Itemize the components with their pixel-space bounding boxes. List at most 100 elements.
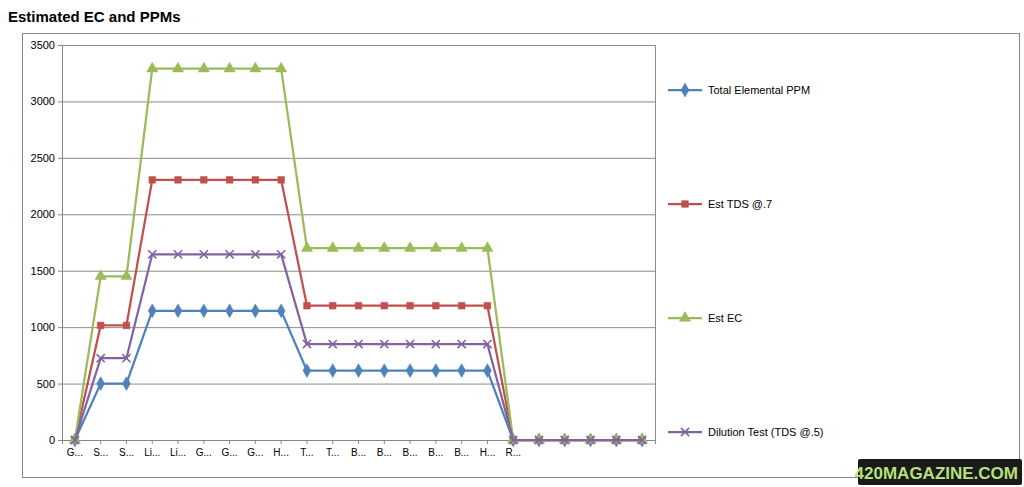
x-tick-label: B... <box>428 447 443 458</box>
legend-label: Est EC <box>708 312 742 324</box>
y-tick-mark <box>58 271 62 272</box>
x-tick: Li... <box>144 440 160 458</box>
y-tick-mark <box>58 440 62 441</box>
x-tick-mark <box>229 440 230 444</box>
x-tick-mark <box>306 440 307 444</box>
legend-item: Dilution Test (TDS @.5) <box>668 426 824 438</box>
x-tick-label: B... <box>351 447 366 458</box>
point <box>278 177 285 184</box>
x-tick: H... <box>480 440 496 458</box>
point <box>252 177 259 184</box>
legend-marker <box>679 311 690 321</box>
point <box>638 436 646 444</box>
point <box>329 340 337 348</box>
point <box>458 364 466 378</box>
point <box>355 364 363 378</box>
x-tick-mark <box>152 440 153 444</box>
point <box>611 433 622 443</box>
point <box>561 436 569 444</box>
point <box>329 364 337 378</box>
x-tick-mark <box>332 440 333 444</box>
y-axis: 0500100015002000250030003500 <box>31 39 63 446</box>
point <box>406 364 414 378</box>
point <box>430 242 441 252</box>
point <box>456 242 467 252</box>
x-tick-label: Li... <box>170 447 186 458</box>
point <box>327 242 338 252</box>
series <box>72 177 646 444</box>
point <box>380 340 388 348</box>
grid-line <box>62 101 655 102</box>
legend-item: Est EC <box>668 311 742 323</box>
x-tick: H... <box>273 440 289 458</box>
x-tick-label: B... <box>377 447 392 458</box>
x-tick-label: G... <box>196 447 212 458</box>
point <box>95 270 106 280</box>
point <box>559 433 570 443</box>
point <box>406 340 414 348</box>
point <box>149 177 156 184</box>
x-tick-label: Li... <box>144 447 160 458</box>
point <box>458 340 466 348</box>
y-tick-label: 1500 <box>31 265 55 277</box>
point <box>122 377 130 391</box>
y-axis-line <box>58 46 63 441</box>
x-tick: Li... <box>170 440 186 458</box>
y-tick: 3500 <box>31 39 62 51</box>
grid <box>62 46 655 441</box>
chart-frame <box>23 34 1020 478</box>
point <box>636 433 647 443</box>
plot-frame <box>63 46 656 441</box>
series <box>71 304 646 447</box>
point <box>97 354 105 362</box>
y-tick: 2500 <box>31 152 62 164</box>
x-tick: B... <box>428 440 443 458</box>
x-tick-mark <box>100 440 101 444</box>
x-tick: G... <box>222 440 238 458</box>
point <box>458 302 465 309</box>
y-tick-label: 3000 <box>31 95 55 107</box>
x-tick: S... <box>93 440 108 458</box>
series <box>71 250 646 444</box>
legend-marker <box>681 428 689 436</box>
x-tick-label: G... <box>222 447 238 458</box>
plot-marks <box>69 62 647 447</box>
point <box>122 354 130 362</box>
x-tick-mark <box>203 440 204 444</box>
point <box>172 62 183 72</box>
point <box>250 62 261 72</box>
x-tick: B... <box>403 440 418 458</box>
point <box>121 270 132 280</box>
point <box>97 322 104 329</box>
point <box>174 304 182 318</box>
y-tick-mark <box>58 384 62 385</box>
point <box>200 177 207 184</box>
x-tick-label: G... <box>67 447 83 458</box>
x-tick-mark <box>255 440 256 444</box>
grid-line <box>62 327 655 328</box>
legend: Total Elemental PPMEst TDS @.7Est ECDilu… <box>668 83 824 438</box>
point <box>224 62 235 72</box>
point <box>198 62 209 72</box>
point <box>585 433 596 443</box>
point <box>483 340 491 348</box>
point <box>380 364 388 378</box>
point <box>303 340 311 348</box>
x-tick: T... <box>326 440 339 458</box>
y-tick-mark <box>58 45 62 46</box>
point <box>97 377 105 391</box>
legend-item: Total Elemental PPM <box>668 83 810 97</box>
point <box>404 242 415 252</box>
y-tick: 3000 <box>31 95 62 107</box>
x-tick-label: T... <box>326 447 339 458</box>
series-line <box>75 311 642 440</box>
y-tick-mark <box>58 327 62 328</box>
grid-line <box>62 384 655 385</box>
point <box>71 436 79 444</box>
x-tick-mark <box>487 440 488 444</box>
point <box>612 436 620 444</box>
y-tick-label: 1000 <box>31 321 55 333</box>
y-tick-mark <box>58 158 62 159</box>
y-tick-label: 2000 <box>31 208 55 220</box>
x-tick: B... <box>454 440 469 458</box>
